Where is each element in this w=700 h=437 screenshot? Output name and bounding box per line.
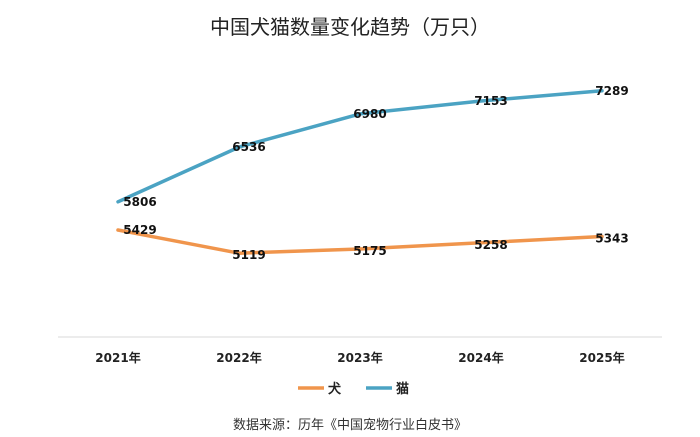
x-tick-label: 2023年 bbox=[337, 350, 382, 365]
legend-label: 犬 bbox=[328, 381, 342, 397]
data-label: 7289 bbox=[595, 84, 628, 98]
data-label: 5343 bbox=[595, 231, 628, 245]
legend: 犬猫 bbox=[298, 381, 409, 397]
data-label: 5429 bbox=[123, 223, 156, 237]
x-tick-label: 2025年 bbox=[579, 350, 624, 365]
x-tick-label: 2022年 bbox=[216, 350, 261, 365]
data-label: 5258 bbox=[474, 238, 507, 252]
data-label: 5175 bbox=[353, 244, 386, 258]
x-tick-label: 2021年 bbox=[95, 350, 140, 365]
chart-title: 中国犬猫数量变化趋势（万只） bbox=[210, 15, 490, 39]
series-line-0 bbox=[116, 228, 604, 255]
x-tick-label: 2024年 bbox=[458, 350, 503, 365]
data-label: 6980 bbox=[353, 107, 386, 121]
data-label: 7153 bbox=[474, 94, 507, 108]
legend-label: 猫 bbox=[396, 381, 409, 397]
series-layer: 5429 5119 5175 5258 5343 5806 6536 6980 7153 7289 bbox=[116, 84, 629, 262]
data-label: 5119 bbox=[232, 248, 265, 262]
series-line-1 bbox=[116, 89, 604, 204]
source-note: 数据来源：历年《中国宠物行业白皮书》 bbox=[233, 417, 467, 433]
data-label: 5806 bbox=[123, 195, 156, 209]
x-tick-labels: 2021年 2022年 2023年 2024年 2025年 bbox=[95, 350, 624, 365]
data-label: 6536 bbox=[232, 140, 265, 154]
